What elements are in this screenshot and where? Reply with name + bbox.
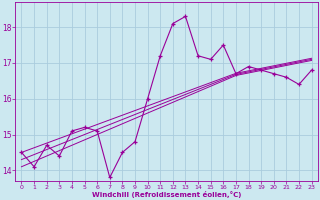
X-axis label: Windchill (Refroidissement éolien,°C): Windchill (Refroidissement éolien,°C) xyxy=(92,191,241,198)
